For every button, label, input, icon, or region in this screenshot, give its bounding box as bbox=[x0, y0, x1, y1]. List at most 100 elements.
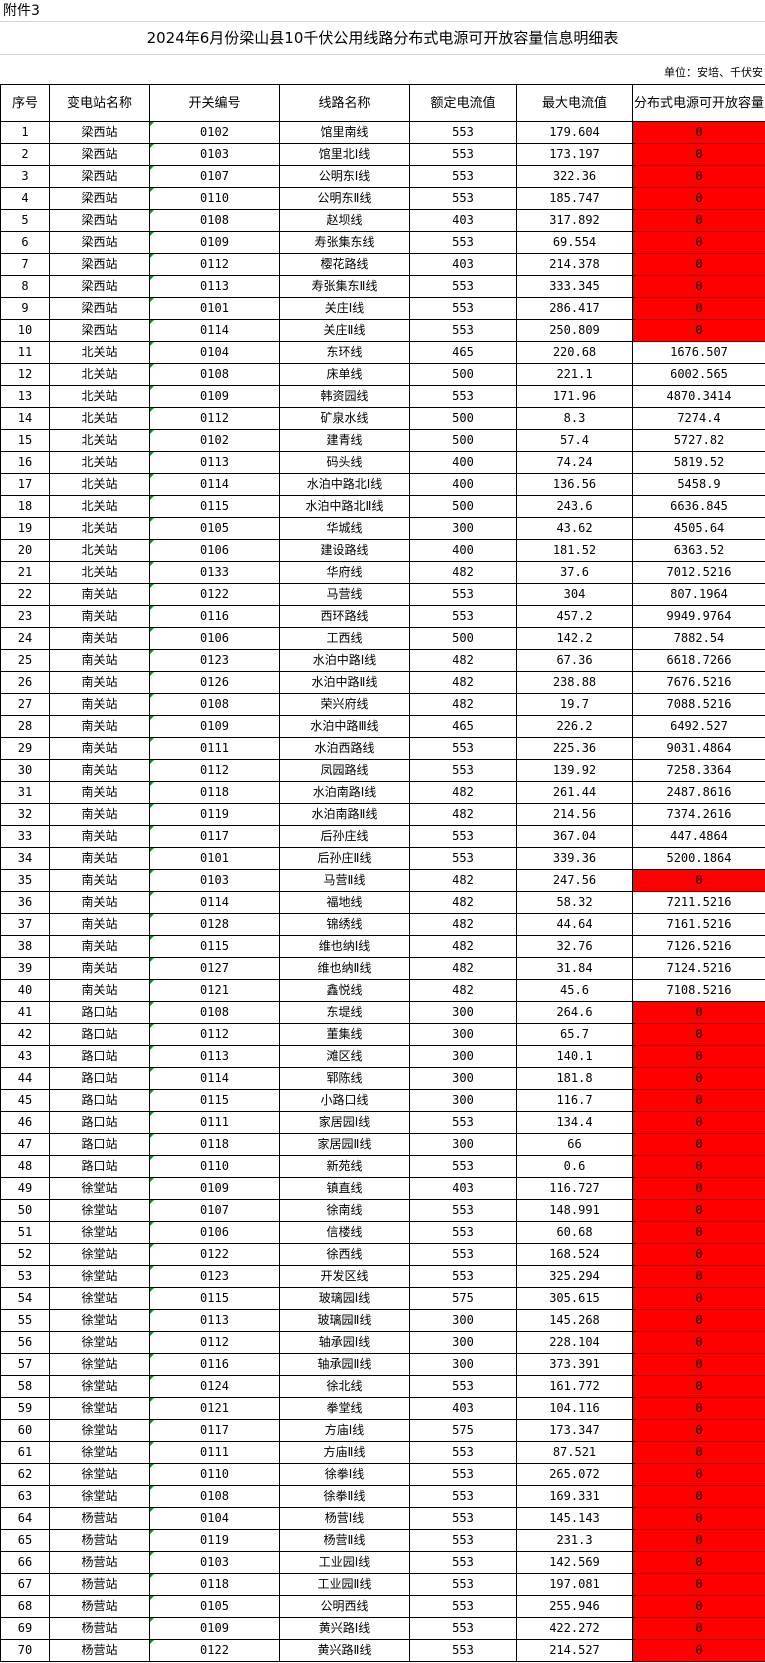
line-name-cell[interactable]: 公明东Ⅰ线 bbox=[279, 165, 410, 188]
max-current-cell[interactable]: 45.6 bbox=[516, 979, 633, 1002]
rated-current-cell[interactable]: 553 bbox=[409, 1529, 517, 1552]
max-current-cell[interactable]: 145.143 bbox=[516, 1507, 633, 1530]
index-cell[interactable]: 31 bbox=[0, 781, 50, 804]
switch-no-cell[interactable]: 0112 bbox=[149, 407, 280, 430]
rated-current-cell[interactable]: 482 bbox=[409, 671, 517, 694]
rated-current-cell[interactable]: 465 bbox=[409, 715, 517, 738]
max-current-cell[interactable]: 139.92 bbox=[516, 759, 633, 782]
open-capacity-cell[interactable]: 0 bbox=[632, 1067, 765, 1090]
max-current-cell[interactable]: 367.04 bbox=[516, 825, 633, 848]
rated-current-cell[interactable]: 482 bbox=[409, 979, 517, 1002]
max-current-cell[interactable]: 142.2 bbox=[516, 627, 633, 650]
switch-no-cell[interactable]: 0114 bbox=[149, 891, 280, 914]
open-capacity-cell[interactable]: 0 bbox=[632, 1375, 765, 1398]
max-current-cell[interactable]: 69.554 bbox=[516, 231, 633, 254]
switch-no-cell[interactable]: 0115 bbox=[149, 1287, 280, 1310]
line-name-cell[interactable]: 荣兴府线 bbox=[279, 693, 410, 716]
line-name-cell[interactable]: 华府线 bbox=[279, 561, 410, 584]
substation-cell[interactable]: 北关站 bbox=[49, 561, 150, 584]
open-capacity-cell[interactable]: 0 bbox=[632, 319, 765, 342]
open-capacity-cell[interactable]: 7258.3364 bbox=[632, 759, 765, 782]
index-cell[interactable]: 60 bbox=[0, 1419, 50, 1442]
switch-no-cell[interactable]: 0109 bbox=[149, 385, 280, 408]
line-name-cell[interactable]: 黄兴路Ⅰ线 bbox=[279, 1617, 410, 1640]
index-cell[interactable]: 12 bbox=[0, 363, 50, 386]
substation-cell[interactable]: 南关站 bbox=[49, 693, 150, 716]
open-capacity-cell[interactable]: 0 bbox=[632, 275, 765, 298]
line-name-cell[interactable]: 公明西线 bbox=[279, 1595, 410, 1618]
max-current-cell[interactable]: 339.36 bbox=[516, 847, 633, 870]
rated-current-cell[interactable]: 482 bbox=[409, 781, 517, 804]
rated-current-cell[interactable]: 553 bbox=[409, 825, 517, 848]
line-name-cell[interactable]: 西环路线 bbox=[279, 605, 410, 628]
line-name-cell[interactable]: 方庙Ⅰ线 bbox=[279, 1419, 410, 1442]
max-current-cell[interactable]: 220.68 bbox=[516, 341, 633, 364]
switch-no-cell[interactable]: 0115 bbox=[149, 495, 280, 518]
switch-no-cell[interactable]: 0112 bbox=[149, 759, 280, 782]
line-name-cell[interactable]: 矿泉水线 bbox=[279, 407, 410, 430]
max-current-cell[interactable]: 333.345 bbox=[516, 275, 633, 298]
open-capacity-cell[interactable]: 0 bbox=[632, 1001, 765, 1024]
open-capacity-cell[interactable]: 0 bbox=[632, 1089, 765, 1112]
rated-current-cell[interactable]: 553 bbox=[409, 1507, 517, 1530]
rated-current-cell[interactable]: 553 bbox=[409, 583, 517, 606]
rated-current-cell[interactable]: 300 bbox=[409, 1331, 517, 1354]
max-current-cell[interactable]: 136.56 bbox=[516, 473, 633, 496]
rated-current-cell[interactable]: 500 bbox=[409, 429, 517, 452]
rated-current-cell[interactable]: 482 bbox=[409, 891, 517, 914]
rated-current-cell[interactable]: 482 bbox=[409, 957, 517, 980]
rated-current-cell[interactable]: 575 bbox=[409, 1287, 517, 1310]
rated-current-cell[interactable]: 553 bbox=[409, 1199, 517, 1222]
max-current-cell[interactable]: 44.64 bbox=[516, 913, 633, 936]
rated-current-cell[interactable]: 553 bbox=[409, 187, 517, 210]
index-cell[interactable]: 29 bbox=[0, 737, 50, 760]
line-name-cell[interactable]: 徐北线 bbox=[279, 1375, 410, 1398]
switch-no-cell[interactable]: 0101 bbox=[149, 297, 280, 320]
line-name-cell[interactable]: 锦绣线 bbox=[279, 913, 410, 936]
switch-no-cell[interactable]: 0105 bbox=[149, 1595, 280, 1618]
index-cell[interactable]: 35 bbox=[0, 869, 50, 892]
index-cell[interactable]: 67 bbox=[0, 1573, 50, 1596]
index-cell[interactable]: 52 bbox=[0, 1243, 50, 1266]
max-current-cell[interactable]: 264.6 bbox=[516, 1001, 633, 1024]
switch-no-cell[interactable]: 0102 bbox=[149, 429, 280, 452]
index-cell[interactable]: 32 bbox=[0, 803, 50, 826]
substation-cell[interactable]: 南关站 bbox=[49, 913, 150, 936]
switch-no-cell[interactable]: 0113 bbox=[149, 451, 280, 474]
rated-current-cell[interactable]: 553 bbox=[409, 1595, 517, 1618]
max-current-cell[interactable]: 134.4 bbox=[516, 1111, 633, 1134]
max-current-cell[interactable]: 304 bbox=[516, 583, 633, 606]
switch-no-cell[interactable]: 0110 bbox=[149, 187, 280, 210]
max-current-cell[interactable]: 179.604 bbox=[516, 121, 633, 144]
open-capacity-cell[interactable]: 0 bbox=[632, 165, 765, 188]
switch-no-cell[interactable]: 0109 bbox=[149, 1617, 280, 1640]
open-capacity-cell[interactable]: 0 bbox=[632, 1507, 765, 1530]
index-cell[interactable]: 30 bbox=[0, 759, 50, 782]
open-capacity-cell[interactable]: 7211.5216 bbox=[632, 891, 765, 914]
max-current-cell[interactable]: 181.52 bbox=[516, 539, 633, 562]
switch-no-cell[interactable]: 0103 bbox=[149, 869, 280, 892]
substation-cell[interactable]: 路口站 bbox=[49, 1001, 150, 1024]
rated-current-cell[interactable]: 553 bbox=[409, 1155, 517, 1178]
max-current-cell[interactable]: 181.8 bbox=[516, 1067, 633, 1090]
substation-cell[interactable]: 北关站 bbox=[49, 517, 150, 540]
switch-no-cell[interactable]: 0111 bbox=[149, 1441, 280, 1464]
line-name-cell[interactable]: 水泊中路北Ⅱ线 bbox=[279, 495, 410, 518]
line-name-cell[interactable]: 福地线 bbox=[279, 891, 410, 914]
rated-current-cell[interactable]: 500 bbox=[409, 407, 517, 430]
open-capacity-cell[interactable]: 0 bbox=[632, 1441, 765, 1464]
substation-cell[interactable]: 杨营站 bbox=[49, 1529, 150, 1552]
max-current-cell[interactable]: 74.24 bbox=[516, 451, 633, 474]
index-cell[interactable]: 25 bbox=[0, 649, 50, 672]
rated-current-cell[interactable]: 553 bbox=[409, 143, 517, 166]
substation-cell[interactable]: 徐堂站 bbox=[49, 1419, 150, 1442]
rated-current-cell[interactable]: 482 bbox=[409, 869, 517, 892]
rated-current-cell[interactable]: 403 bbox=[409, 1397, 517, 1420]
substation-cell[interactable]: 北关站 bbox=[49, 473, 150, 496]
switch-no-cell[interactable]: 0127 bbox=[149, 957, 280, 980]
open-capacity-cell[interactable]: 1676.507 bbox=[632, 341, 765, 364]
max-current-cell[interactable]: 60.68 bbox=[516, 1221, 633, 1244]
line-name-cell[interactable]: 东环线 bbox=[279, 341, 410, 364]
max-current-cell[interactable]: 116.727 bbox=[516, 1177, 633, 1200]
switch-no-cell[interactable]: 0119 bbox=[149, 1529, 280, 1552]
